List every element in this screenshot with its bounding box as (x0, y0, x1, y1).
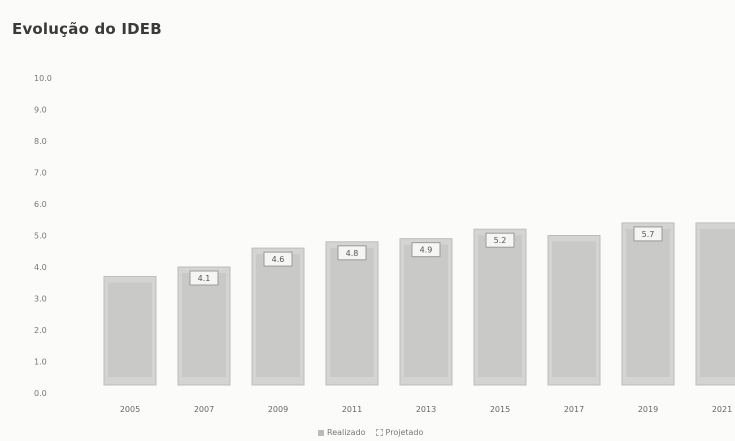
bar-shade-2015 (478, 235, 522, 377)
y-axis: 0.0 1.0 2.0 3.0 4.0 5.0 6.0 7.0 8.0 9.0 10.0 (34, 74, 52, 398)
x-category-label: 2017 (564, 405, 584, 414)
legend-item-projetado: Projetado (375, 428, 424, 437)
bar-shade-2009 (256, 254, 300, 377)
bar-shade-2007 (182, 273, 226, 377)
x-category-label: 2021 (712, 405, 732, 414)
bar-shade-2011 (330, 247, 374, 377)
data-label-box (411, 242, 441, 258)
bar-shade-2013 (404, 244, 448, 377)
y-tick-label: 7.0 (34, 169, 47, 178)
y-tick-label: 9.0 (34, 106, 47, 115)
data-label-box (337, 245, 367, 261)
bar-shade-2017 (552, 241, 596, 377)
y-tick-label: 6.0 (34, 200, 47, 209)
legend-label-realizado: Realizado (327, 428, 366, 437)
y-tick-label: 3.0 (34, 295, 47, 304)
bar-shade-2021 (700, 228, 735, 377)
x-category-label: 2013 (416, 405, 436, 414)
data-label-box (263, 251, 293, 267)
x-category-label: 2005 (120, 405, 140, 414)
y-tick-label: 1.0 (34, 358, 47, 367)
y-tick-label: 4.0 (34, 263, 47, 272)
bar-shade-2005 (108, 282, 152, 377)
data-label: 4.8 (346, 249, 359, 258)
x-category-label: 2015 (490, 405, 510, 414)
x-category-label: 2019 (638, 405, 658, 414)
bars-group (103, 222, 735, 386)
data-label-box (485, 232, 515, 248)
y-tick-label: 2.0 (34, 326, 47, 335)
legend-swatch-realizado (318, 429, 324, 436)
data-labels-group: 4.1 4.6 4.8 4.9 5.2 5.7 (189, 226, 663, 286)
x-category-label: 2007 (194, 405, 214, 414)
data-label: 4.6 (272, 255, 285, 264)
x-category-label: 2011 (342, 405, 362, 414)
y-tick-label: 5.0 (34, 232, 47, 241)
x-category-label: 2009 (268, 405, 288, 414)
bar-shade-2019 (626, 228, 670, 377)
legend: Realizado Projetado (318, 428, 423, 437)
legend-swatch-projetado (375, 429, 383, 436)
data-label: 4.9 (420, 246, 433, 255)
legend-label-projetado: Projetado (385, 428, 424, 437)
y-tick-label: 10.0 (34, 74, 52, 83)
legend-item-realizado: Realizado (318, 428, 366, 437)
data-label-box (633, 226, 663, 242)
y-tick-label: 8.0 (34, 137, 47, 146)
data-label: 4.1 (198, 274, 211, 283)
data-label: 5.2 (494, 236, 507, 245)
data-label: 5.7 (642, 230, 655, 239)
data-label-box (189, 270, 219, 286)
y-tick-label: 0.0 (34, 389, 47, 398)
chart-title: Evolução do IDEB (12, 20, 162, 38)
x-axis: 2005 2007 2009 2011 2013 2015 2017 2019 2021 (120, 405, 732, 414)
